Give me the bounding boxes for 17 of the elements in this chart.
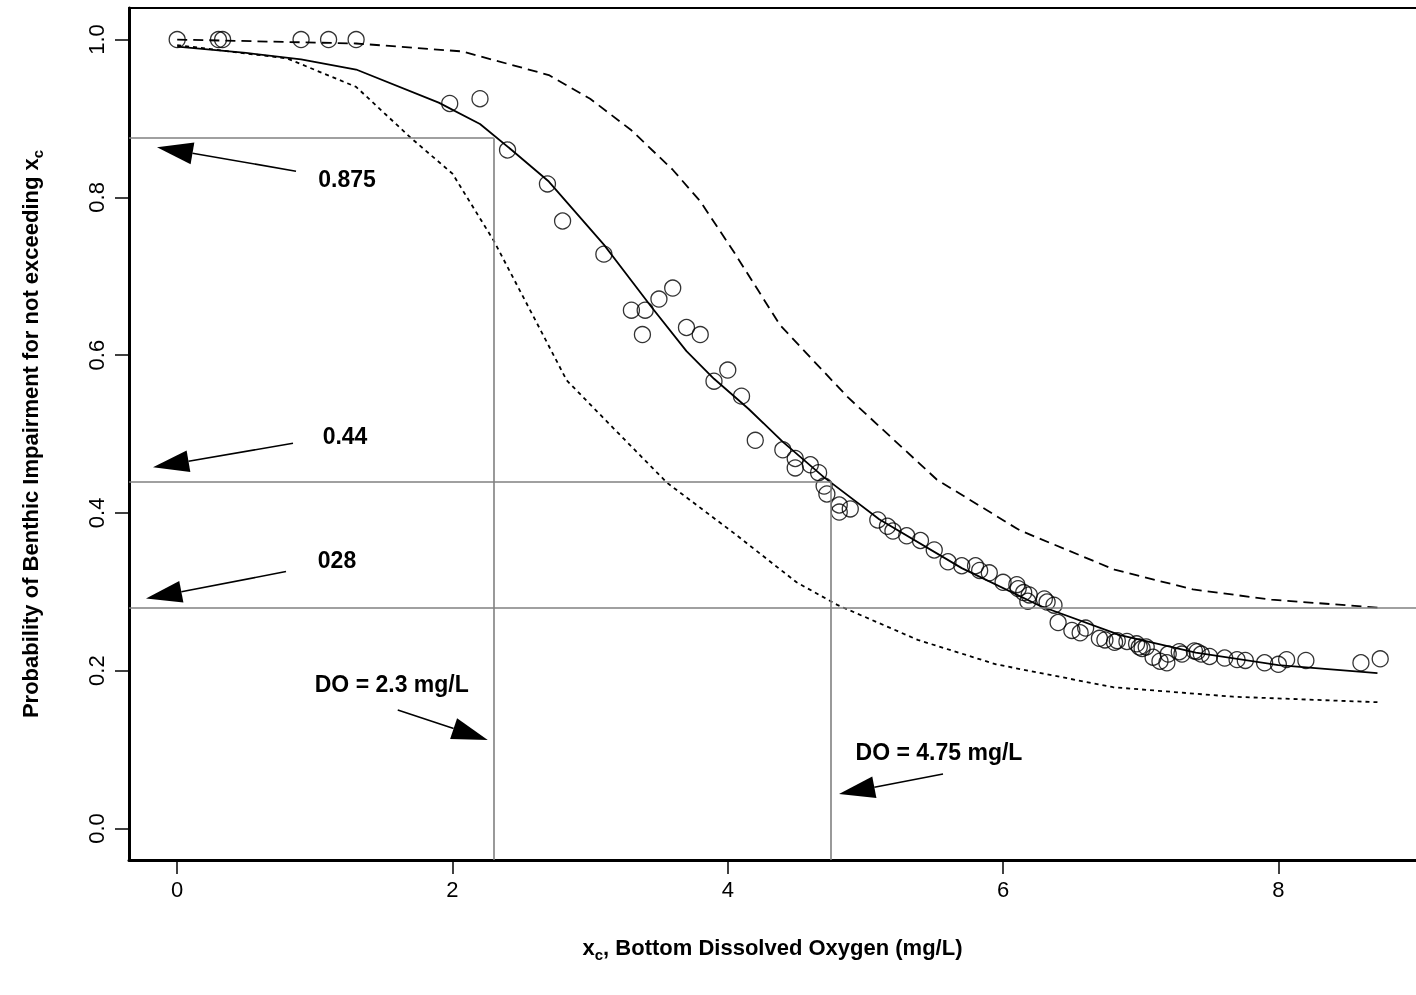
ref-line-label: DO = 2.3 mg/L (314, 671, 469, 697)
x-tick-label: 6 (996, 876, 1010, 902)
ref-line-label: DO = 4.75 mg/L (855, 739, 1023, 765)
ref-line-label: 0.875 (318, 166, 376, 193)
ref-line-label: 028 (317, 546, 357, 573)
y-tick-label: 1.0 (83, 24, 109, 55)
x-tick-label: 8 (1272, 876, 1285, 902)
x-tick-label: 4 (721, 876, 734, 902)
y-tick-label: 0.4 (83, 497, 109, 529)
x-tick-label: 2 (446, 876, 459, 902)
y-tick-label: 0.2 (83, 655, 109, 686)
y-tick-label: 0.8 (83, 182, 109, 213)
ref-line-label: 0.44 (322, 423, 368, 450)
y-tick-label: 0.6 (83, 339, 109, 371)
y-tick-label: 0.0 (83, 813, 109, 844)
x-tick-label: 0 (171, 876, 184, 902)
y-axis-title: Probability of Benthic Impairment for not exceeding xc (17, 149, 46, 719)
